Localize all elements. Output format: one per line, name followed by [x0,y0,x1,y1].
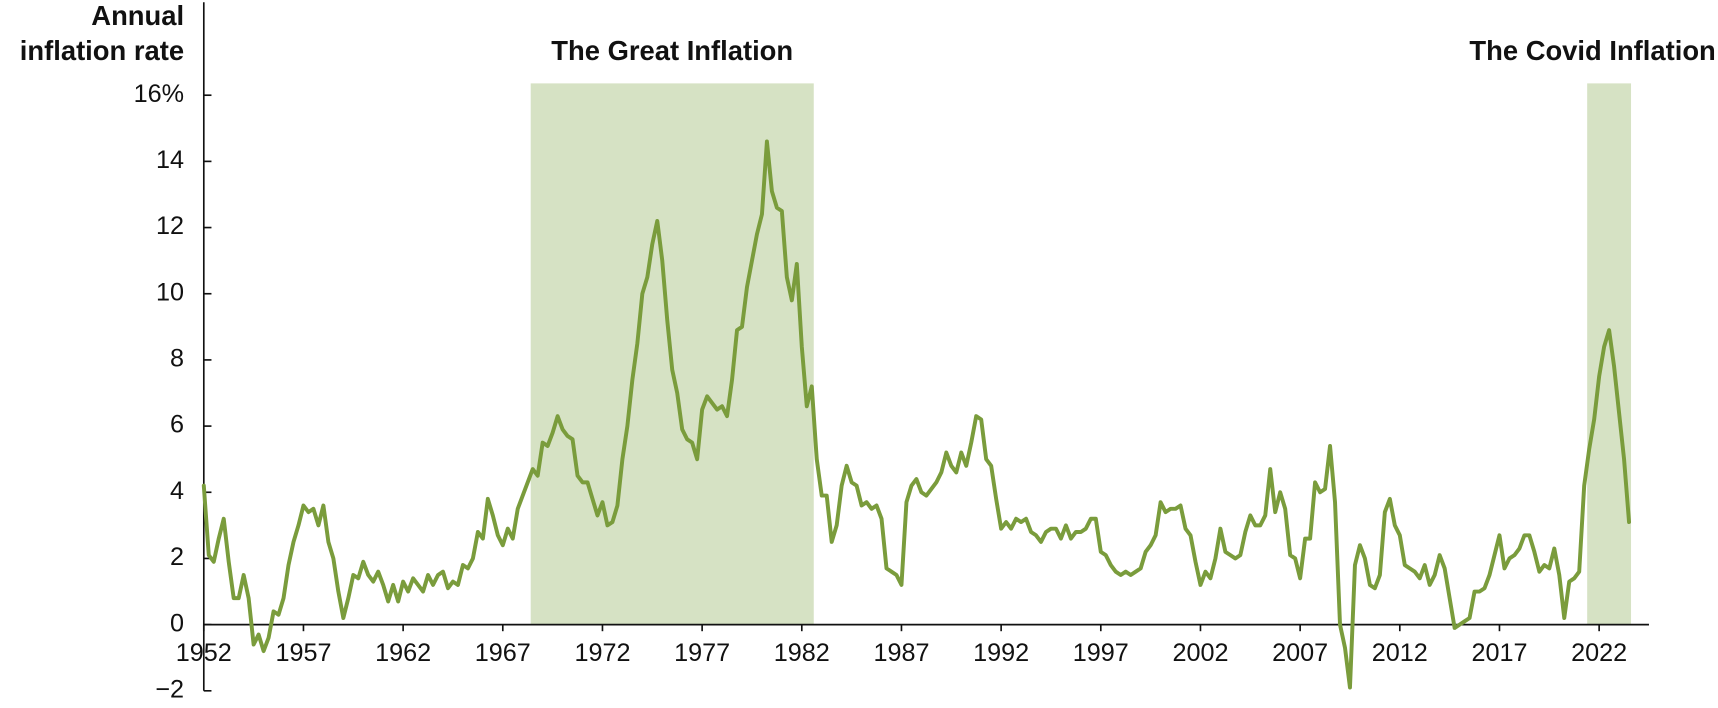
y-tick-label: 10 [156,278,184,306]
y-axis-title: Annual [91,0,184,31]
x-tick-label: 1982 [774,639,830,667]
y-tick-label: 16% [134,80,184,108]
y-tick-label: 8 [170,345,184,373]
x-tick-label: 1967 [475,639,531,667]
x-tick-label: 2007 [1272,639,1328,667]
x-tick-label: 1997 [1073,639,1129,667]
x-tick-label: 1987 [873,639,929,667]
y-tick-label: 4 [170,477,184,505]
inflation-line [201,139,1632,690]
x-tick-label: 1952 [176,639,232,667]
x-tick-label: 1972 [574,639,630,667]
y-tick-label: 12 [156,212,184,240]
y-tick-label: 0 [170,609,184,637]
y-axis-title: inflation rate [20,35,184,66]
x-tick-label: 2002 [1172,639,1228,667]
x-tick-label: 2012 [1372,639,1428,667]
x-tick-label: 2022 [1571,639,1627,667]
shaded-region [1587,83,1632,625]
y-tick-label: 6 [170,411,184,439]
x-tick-label: 1962 [375,639,431,667]
x-tick-label: 1992 [973,639,1029,667]
x-tick-label: 1977 [674,639,730,667]
region-label: The Covid Inflation [1469,35,1715,66]
y-tick-label: 14 [156,146,184,174]
y-tick-label: 2 [170,543,184,571]
x-tick-label: 1957 [275,639,331,667]
x-tick-label: 2017 [1471,639,1527,667]
y-tick-label: −2 [155,675,184,703]
region-label: The Great Inflation [551,35,793,66]
